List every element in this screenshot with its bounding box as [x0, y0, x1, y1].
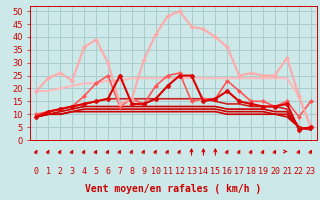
Text: 1: 1 — [46, 166, 51, 176]
Text: 3: 3 — [70, 166, 75, 176]
Text: 16: 16 — [222, 166, 232, 176]
Text: 9: 9 — [141, 166, 146, 176]
Text: 18: 18 — [246, 166, 256, 176]
Text: 23: 23 — [306, 166, 316, 176]
Text: 15: 15 — [210, 166, 220, 176]
Text: 4: 4 — [82, 166, 87, 176]
Text: 11: 11 — [163, 166, 172, 176]
Text: 12: 12 — [175, 166, 185, 176]
Text: 14: 14 — [198, 166, 208, 176]
Text: Vent moyen/en rafales ( km/h ): Vent moyen/en rafales ( km/h ) — [85, 184, 262, 194]
Text: 20: 20 — [270, 166, 280, 176]
Text: 17: 17 — [234, 166, 244, 176]
Text: 7: 7 — [117, 166, 123, 176]
Text: 8: 8 — [129, 166, 134, 176]
Text: 21: 21 — [282, 166, 292, 176]
Text: 6: 6 — [106, 166, 110, 176]
Text: 13: 13 — [187, 166, 196, 176]
Text: 5: 5 — [93, 166, 99, 176]
Text: 22: 22 — [294, 166, 304, 176]
Text: 10: 10 — [151, 166, 161, 176]
Text: 2: 2 — [58, 166, 63, 176]
Text: 0: 0 — [34, 166, 39, 176]
Text: 19: 19 — [258, 166, 268, 176]
